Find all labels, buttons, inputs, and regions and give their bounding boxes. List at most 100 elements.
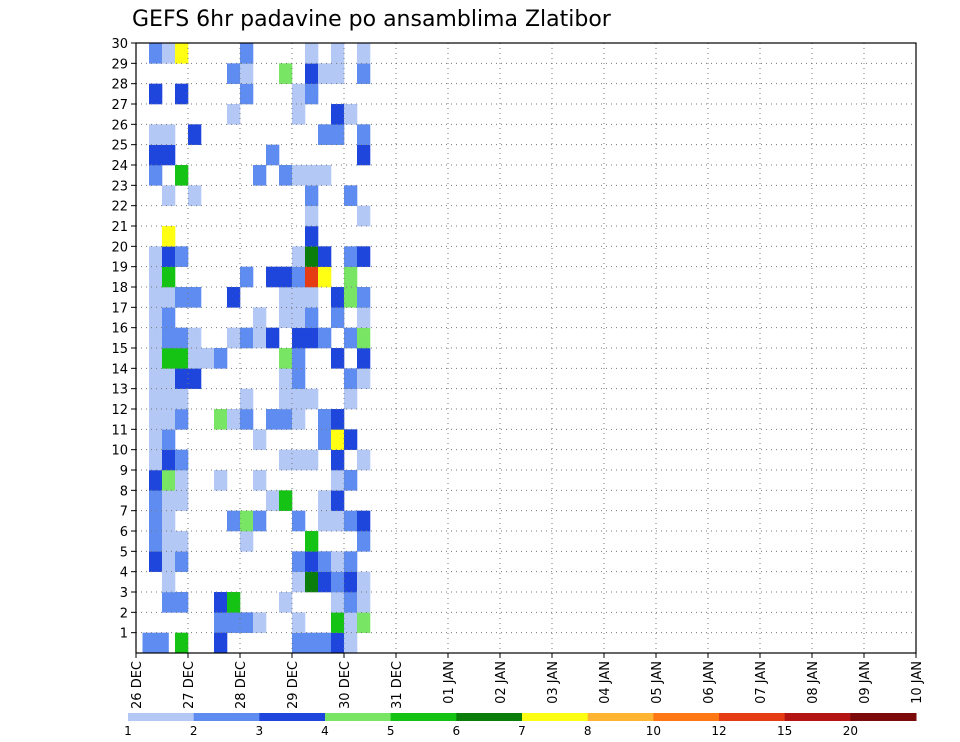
heatmap-cell-132 <box>292 246 306 267</box>
heatmap-cell-187 <box>344 592 358 613</box>
heatmap-cell-214 <box>357 144 371 166</box>
legend-label-2: 2 <box>190 724 198 738</box>
heatmap-cell-4 <box>227 612 241 633</box>
heatmap-cell-101 <box>266 490 280 511</box>
heatmap-cell-124 <box>292 409 306 430</box>
heatmap-cell-202 <box>357 592 371 613</box>
heatmap-cell-10 <box>149 510 163 532</box>
heatmap-cell-175 <box>331 449 345 471</box>
y-tick-label-16: 16 <box>111 322 128 337</box>
legend-label-20: 20 <box>843 724 858 738</box>
heatmap-cell-153 <box>305 43 319 64</box>
x-tick-label-12: 07 JAN <box>754 661 769 704</box>
heatmap-cell-182 <box>331 104 345 125</box>
y-tick-label-19: 19 <box>111 261 128 276</box>
heatmap-cell-142 <box>305 327 319 349</box>
heatmap-cell-127 <box>292 348 306 369</box>
y-tick-label-26: 26 <box>111 118 128 133</box>
heatmap-cell-82 <box>227 327 241 349</box>
heatmap-cell-150 <box>305 165 319 186</box>
heatmap-cell-195 <box>344 327 358 349</box>
y-tick-label-17: 17 <box>111 301 128 316</box>
heatmap-cell-24 <box>149 165 163 186</box>
y-tick-label-22: 22 <box>111 200 128 215</box>
y-tick-label-24: 24 <box>111 159 128 174</box>
legend-label-15: 15 <box>777 724 792 738</box>
heatmap-cell-178 <box>331 348 345 369</box>
heatmap-cell-39 <box>162 388 176 410</box>
heatmap-cell-91 <box>240 266 254 288</box>
heatmap-cell-107 <box>279 490 293 511</box>
legend-label-1: 1 <box>124 724 132 738</box>
y-tick-label-21: 21 <box>111 220 128 235</box>
heatmap-cell-118 <box>292 632 306 654</box>
legend-swatch-6 <box>522 713 589 721</box>
heatmap-cell-151 <box>305 83 319 105</box>
heatmap-cell-115 <box>279 266 293 288</box>
heatmap-cell-179 <box>331 307 345 328</box>
heatmap-cell-159 <box>318 429 332 450</box>
heatmap-cell-160 <box>318 409 332 430</box>
legend-swatch-2 <box>259 713 326 721</box>
y-tick-label-28: 28 <box>111 78 128 93</box>
heatmap-cell-169 <box>331 592 345 613</box>
y-tick-label-27: 27 <box>111 98 128 113</box>
y-tick-label-23: 23 <box>111 179 128 194</box>
heatmap-cell-156 <box>318 551 332 572</box>
heatmap-cell-80 <box>227 510 241 532</box>
heatmap-cell-56 <box>175 490 189 511</box>
heatmap-cell-120 <box>292 571 306 593</box>
heatmap-cell-125 <box>292 388 306 410</box>
heatmap-cell-49 <box>162 144 176 166</box>
heatmap-cell-48 <box>162 185 176 206</box>
y-tick-label-18: 18 <box>111 281 128 296</box>
heatmap-cell-68 <box>175 43 189 64</box>
heatmap-cell-176 <box>331 429 345 450</box>
heatmap-cell-141 <box>305 388 319 410</box>
heatmap-cell-140 <box>305 449 319 471</box>
heatmap-cell-162 <box>318 266 332 288</box>
heatmap-cell-98 <box>253 327 267 349</box>
heatmap-cell-139 <box>305 531 319 552</box>
heatmap-cell-166 <box>318 63 332 84</box>
heatmap-cell-203 <box>357 571 371 593</box>
heatmap-cell-186 <box>344 612 358 633</box>
heatmap-cell-145 <box>305 266 319 288</box>
heatmap-cell-180 <box>331 287 345 308</box>
heatmap-cell-32 <box>162 531 176 552</box>
heatmap-cell-191 <box>344 470 358 491</box>
x-tick-label-9: 04 JAN <box>598 661 613 704</box>
x-tick-label-5: 31 DEC <box>390 661 405 709</box>
heatmap-cell-45 <box>162 266 176 288</box>
heatmap-cell-26 <box>149 124 163 145</box>
heatmap-cell-183 <box>331 63 345 84</box>
heatmap-cell-66 <box>175 165 189 186</box>
heatmap-cell-51 <box>162 43 176 64</box>
heatmap-cell-181 <box>331 124 345 145</box>
y-axis-ticks: 1234567891011121314151617181920212223242… <box>111 37 136 642</box>
heatmap-cell-212 <box>357 246 371 267</box>
heatmap-cell-89 <box>240 388 254 410</box>
heatmap-cell-113 <box>279 307 293 328</box>
heatmap-cell-136 <box>305 632 319 654</box>
heatmap-cell-190 <box>344 510 358 532</box>
legend-swatch-7 <box>587 713 654 721</box>
legend-label-5: 5 <box>387 724 395 738</box>
heatmap-cell-143 <box>305 307 319 328</box>
heatmap-cell-109 <box>279 409 293 430</box>
heatmap-cell-111 <box>279 368 293 389</box>
heatmap-cell-211 <box>357 287 371 308</box>
heatmap-cell-204 <box>357 531 371 552</box>
heatmap-cell-207 <box>357 368 371 389</box>
heatmap-cell-146 <box>305 246 319 267</box>
legend-swatch-0 <box>128 713 195 721</box>
heatmap-cell-25 <box>149 144 163 166</box>
heatmap-cell-164 <box>318 165 332 186</box>
heatmap-cell-185 <box>344 632 358 654</box>
heatmap-cell-72 <box>188 287 202 308</box>
heatmap-cell-27 <box>149 83 163 105</box>
heatmap-cell-9 <box>149 531 163 552</box>
heatmap-cell-189 <box>344 551 358 572</box>
x-tick-label-7: 02 JAN <box>494 661 509 704</box>
y-tick-label-11: 11 <box>111 423 128 438</box>
